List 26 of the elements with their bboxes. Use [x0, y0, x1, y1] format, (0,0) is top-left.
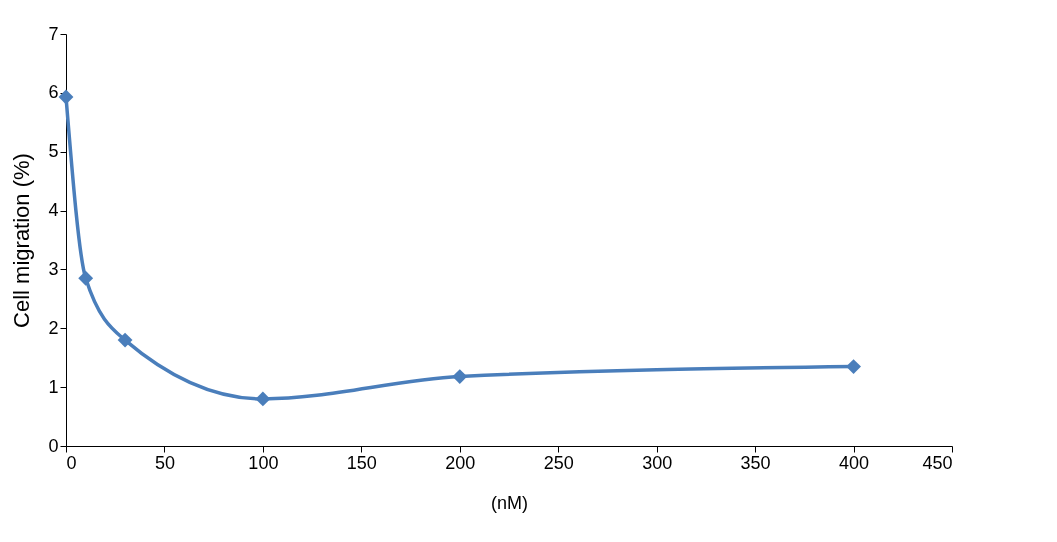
point: [58, 89, 74, 105]
x-axis-title: (nM): [491, 492, 528, 513]
x-tick-label: 150: [346, 452, 377, 473]
x-tick-label: 250: [543, 452, 574, 473]
y-tick-label: 0: [48, 435, 59, 456]
x-tick-label: 50: [154, 452, 175, 473]
point: [117, 332, 133, 348]
x-tick-label: 350: [740, 452, 771, 473]
y-tick-label: 2: [48, 317, 59, 338]
y-tick-label: 4: [48, 200, 59, 221]
y-tick-label: 5: [48, 141, 59, 162]
x-tick-label: 200: [445, 452, 476, 473]
x-tick-label: 0: [66, 452, 77, 473]
point: [452, 369, 468, 384]
x-tick-label: 100: [248, 452, 279, 473]
point: [846, 359, 861, 374]
x-tick-label: 400: [839, 452, 870, 473]
x-tick-label: 300: [642, 452, 673, 473]
x-tick-label: 450: [922, 452, 953, 473]
point: [78, 270, 94, 286]
y-tick-label: 1: [48, 376, 59, 397]
y-tick-label: 7: [48, 23, 59, 44]
point: [255, 391, 271, 407]
y-tick-label: 6: [48, 82, 59, 103]
y-axis-title: Cell migration (%): [9, 153, 35, 328]
y-tick-label: 3: [48, 258, 59, 279]
